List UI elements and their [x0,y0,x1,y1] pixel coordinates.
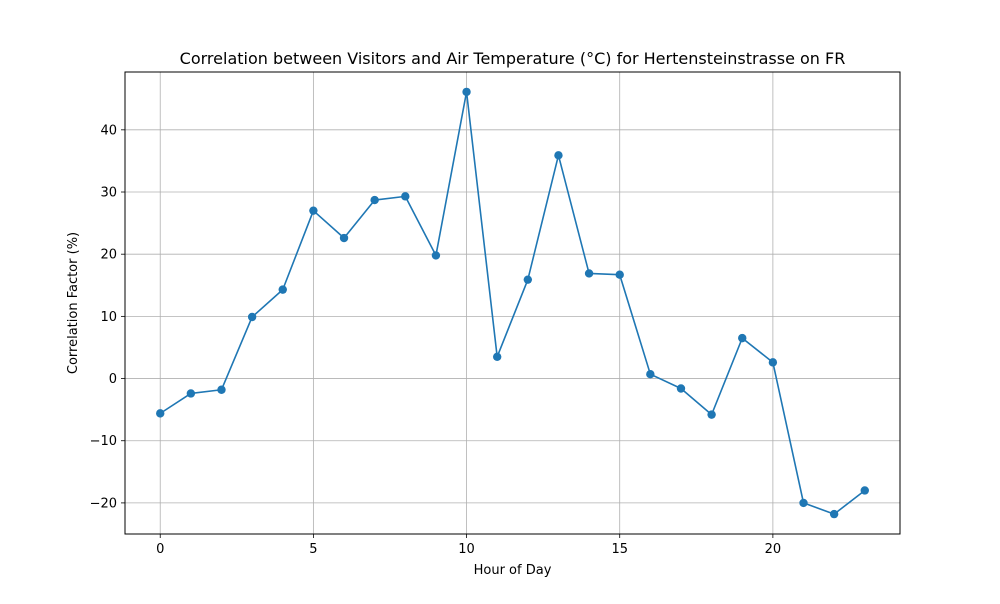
data-point [370,195,379,205]
x-tick-label: 15 [611,542,628,557]
data-point [278,285,287,294]
data-point [829,509,839,519]
data-point [768,358,778,367]
y-tick-label: −10 [90,434,117,449]
data-point [646,369,655,379]
data-point [799,498,808,508]
data-point [707,410,716,419]
chart-title: Correlation between Visitors and Air Tem… [180,49,846,68]
y-tick-label: 40 [100,123,117,138]
data-point [676,384,686,393]
y-tick-label: 10 [100,310,117,325]
data-point [860,486,869,495]
x-tick-label: 5 [309,542,317,557]
y-tick-label: 20 [100,248,117,263]
data-point [401,192,410,201]
plot-frame [124,71,901,535]
data-point [217,385,226,394]
data-point [584,269,594,278]
data-point [339,233,349,243]
y-tick-label: −20 [90,496,117,511]
series-layer [156,87,869,519]
data-point [156,409,165,418]
data-point [615,270,624,279]
data-point [554,151,563,160]
data-point [738,333,747,343]
x-tick-label: 10 [458,542,475,557]
y-axis-label: Correlation Factor (%) [66,232,81,374]
data-point [492,352,502,361]
x-tick-label: 20 [765,542,782,557]
data-point [186,389,196,398]
y-tick-label: 30 [100,186,117,201]
y-tick-label: 0 [109,372,117,387]
series-line [159,91,866,515]
x-tick-label: 0 [156,542,164,557]
data-point [431,251,441,260]
ticks: 0 5 10 15 20 −20 −10 0 10 20 30 40 [90,123,782,557]
data-point [309,206,318,215]
data-point [523,275,533,284]
data-point [462,87,471,97]
x-axis-label: Hour of Day [474,563,552,578]
data-point [247,312,257,322]
